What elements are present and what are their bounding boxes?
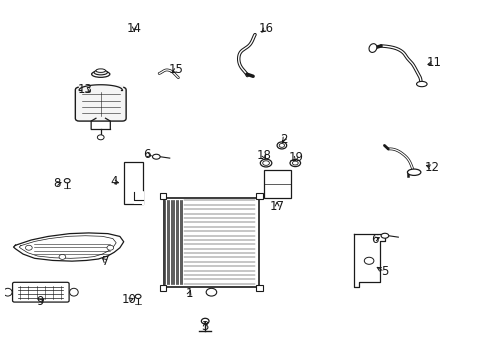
Text: 5: 5 (380, 265, 387, 278)
Text: 17: 17 (269, 200, 284, 213)
Text: 1: 1 (185, 287, 193, 300)
Circle shape (206, 288, 216, 296)
FancyBboxPatch shape (75, 87, 126, 121)
Ellipse shape (91, 71, 110, 77)
Circle shape (107, 245, 113, 250)
Ellipse shape (368, 44, 376, 53)
Text: 11: 11 (426, 57, 440, 69)
Ellipse shape (69, 288, 78, 296)
FancyBboxPatch shape (13, 282, 69, 302)
Ellipse shape (289, 159, 300, 167)
Text: 14: 14 (126, 22, 142, 35)
Text: 15: 15 (169, 63, 183, 76)
Text: 19: 19 (288, 150, 303, 163)
Ellipse shape (3, 288, 12, 296)
Text: 9: 9 (36, 295, 43, 308)
Ellipse shape (277, 142, 286, 149)
Ellipse shape (292, 161, 298, 165)
Text: 8: 8 (53, 177, 60, 190)
Bar (256, 285, 262, 292)
Ellipse shape (94, 70, 107, 75)
Ellipse shape (96, 69, 105, 72)
Ellipse shape (64, 179, 70, 183)
Text: 10: 10 (122, 293, 137, 306)
FancyBboxPatch shape (134, 192, 142, 204)
Text: 13: 13 (78, 83, 93, 96)
Text: 3: 3 (201, 320, 208, 333)
Text: 2: 2 (280, 133, 287, 146)
Bar (163, 198, 258, 287)
Circle shape (59, 255, 65, 259)
Bar (160, 285, 166, 292)
Circle shape (25, 245, 32, 250)
Text: 4: 4 (110, 175, 118, 188)
Text: 18: 18 (256, 149, 270, 162)
Text: 16: 16 (258, 22, 273, 35)
Ellipse shape (201, 318, 208, 324)
Ellipse shape (407, 169, 420, 175)
Ellipse shape (152, 154, 160, 159)
Ellipse shape (260, 159, 271, 167)
Text: 6: 6 (370, 233, 378, 246)
Ellipse shape (416, 81, 426, 87)
Text: 7: 7 (102, 255, 109, 267)
Bar (123, 162, 142, 204)
Bar (160, 193, 166, 199)
Circle shape (97, 135, 104, 140)
Text: 6: 6 (142, 148, 150, 161)
Text: 12: 12 (424, 161, 439, 174)
Ellipse shape (135, 294, 141, 298)
Circle shape (364, 257, 373, 264)
Ellipse shape (279, 144, 284, 147)
Ellipse shape (262, 161, 269, 165)
Bar (263, 170, 291, 198)
Bar (256, 193, 262, 199)
Ellipse shape (380, 233, 388, 238)
